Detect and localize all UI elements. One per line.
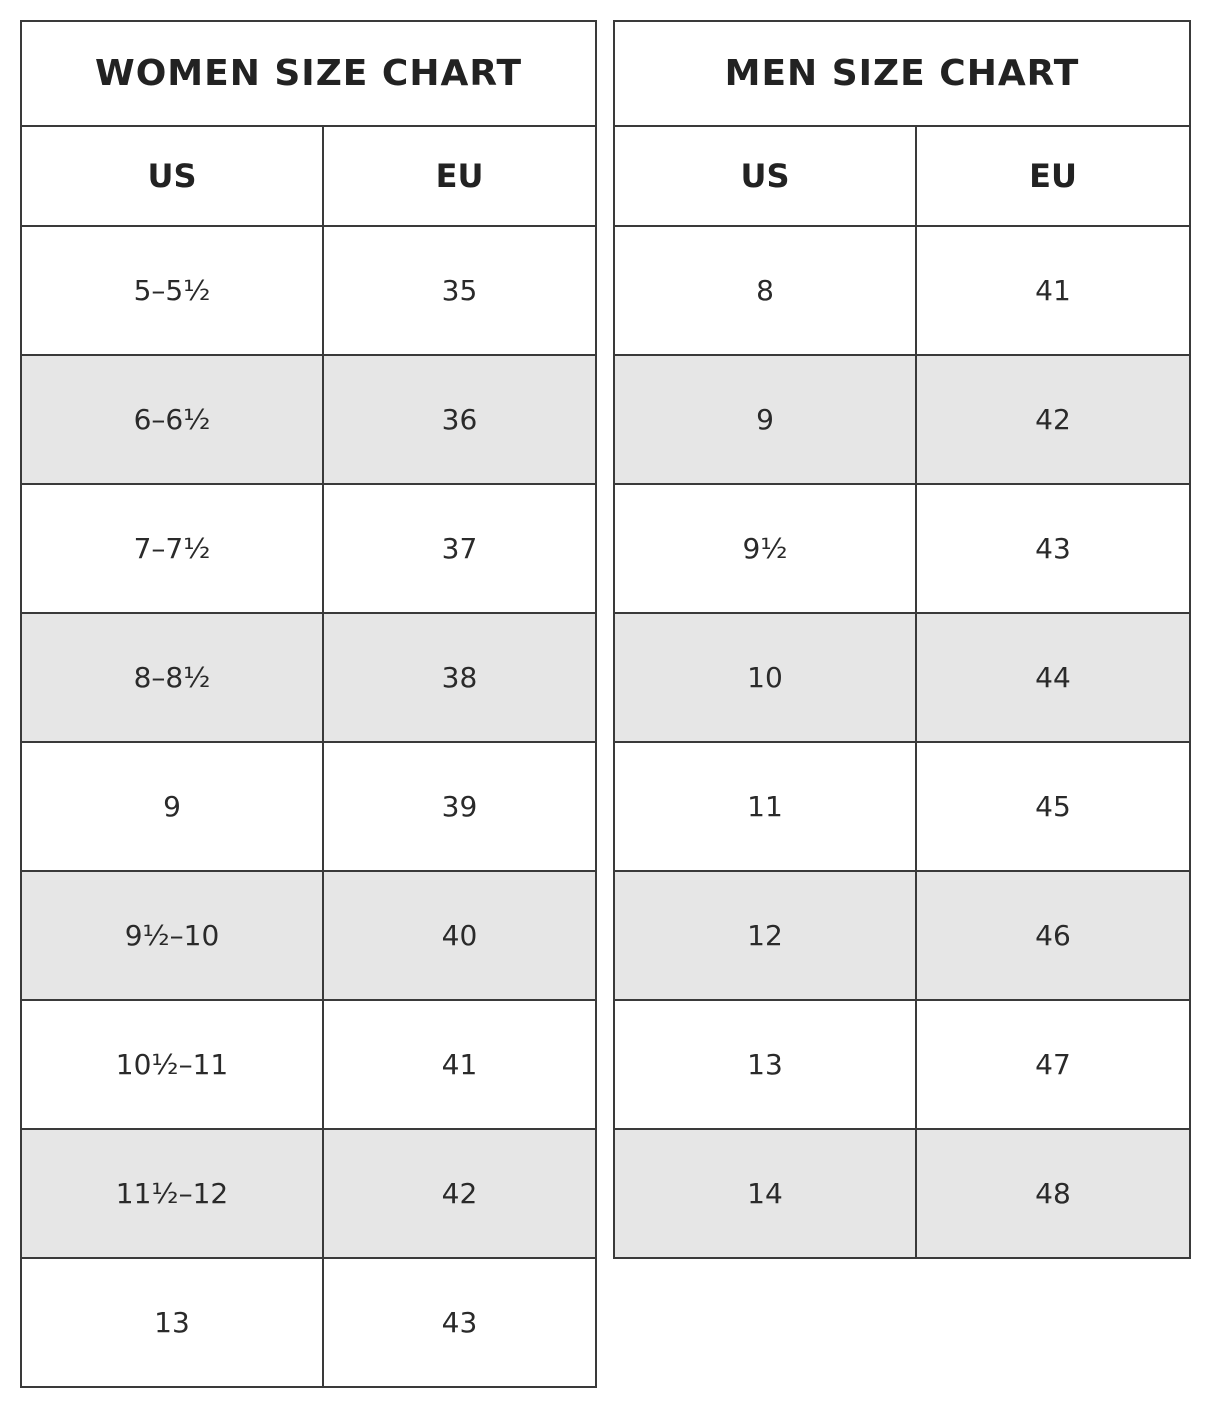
- women-size-row: 9½–10 40: [20, 870, 597, 1001]
- women-size-row: 9 39: [20, 741, 597, 872]
- men-size-row: 9½ 43: [613, 483, 1191, 614]
- men-size-us: 11: [613, 741, 917, 872]
- men-size-row: 13 47: [613, 999, 1191, 1130]
- women-size-row: 13 43: [20, 1257, 597, 1388]
- women-size-us: 7–7½: [20, 483, 324, 614]
- women-size-eu: 39: [322, 741, 597, 872]
- women-size-us: 5–5½: [20, 225, 324, 356]
- women-size-row: 11½–12 42: [20, 1128, 597, 1259]
- women-size-us: 6–6½: [20, 354, 324, 485]
- women-size-eu: 37: [322, 483, 597, 614]
- men-size-us: 13: [613, 999, 917, 1130]
- women-size-us: 11½–12: [20, 1128, 324, 1259]
- women-size-chart: WOMEN SIZE CHART US EU 5–5½ 35 6–6½ 36 7–7½ 3…: [20, 20, 597, 1388]
- men-size-us: 12: [613, 870, 917, 1001]
- men-column-header-eu: EU: [915, 125, 1191, 227]
- women-size-eu: 42: [322, 1128, 597, 1259]
- men-size-eu: 41: [915, 225, 1191, 356]
- men-size-row: 9 42: [613, 354, 1191, 485]
- women-size-row: 5–5½ 35: [20, 225, 597, 356]
- women-size-row: 8–8½ 38: [20, 612, 597, 743]
- men-size-eu: 46: [915, 870, 1191, 1001]
- men-size-chart: MEN SIZE CHART US EU 8 41 9 42 9½ 43 10 44 11 45 1…: [613, 20, 1191, 1259]
- women-size-row: 6–6½ 36: [20, 354, 597, 485]
- men-size-eu: 47: [915, 999, 1191, 1130]
- women-size-eu: 36: [322, 354, 597, 485]
- men-size-us: 9: [613, 354, 917, 485]
- women-column-header-us: US: [20, 125, 324, 227]
- women-size-us: 13: [20, 1257, 324, 1388]
- women-chart-title: WOMEN SIZE CHART: [20, 20, 597, 127]
- men-size-row: 14 48: [613, 1128, 1191, 1259]
- men-size-row: 11 45: [613, 741, 1191, 872]
- men-size-us: 10: [613, 612, 917, 743]
- men-size-eu: 44: [915, 612, 1191, 743]
- women-size-eu: 41: [322, 999, 597, 1130]
- women-size-row: 7–7½ 37: [20, 483, 597, 614]
- men-size-eu: 45: [915, 741, 1191, 872]
- women-size-eu: 38: [322, 612, 597, 743]
- men-table-body: MEN SIZE CHART US EU 8 41 9 42 9½ 43 10 44 11 45 1…: [613, 20, 1191, 1259]
- men-chart-title: MEN SIZE CHART: [613, 20, 1191, 127]
- women-table-body: WOMEN SIZE CHART US EU 5–5½ 35 6–6½ 36 7–7½ 3…: [20, 20, 597, 1388]
- men-size-us: 9½: [613, 483, 917, 614]
- men-size-row: 10 44: [613, 612, 1191, 743]
- men-size-us: 14: [613, 1128, 917, 1259]
- women-size-us: 10½–11: [20, 999, 324, 1130]
- women-size-eu: 40: [322, 870, 597, 1001]
- men-size-row: 12 46: [613, 870, 1191, 1001]
- women-size-us: 9: [20, 741, 324, 872]
- women-size-us: 9½–10: [20, 870, 324, 1001]
- men-size-eu: 48: [915, 1128, 1191, 1259]
- men-size-row: 8 41: [613, 225, 1191, 356]
- men-size-eu: 43: [915, 483, 1191, 614]
- women-size-eu: 35: [322, 225, 597, 356]
- women-column-header-eu: EU: [322, 125, 597, 227]
- men-column-header-us: US: [613, 125, 917, 227]
- women-size-row: 10½–11 41: [20, 999, 597, 1130]
- men-size-us: 8: [613, 225, 917, 356]
- women-size-us: 8–8½: [20, 612, 324, 743]
- women-size-eu: 43: [322, 1257, 597, 1388]
- men-size-eu: 42: [915, 354, 1191, 485]
